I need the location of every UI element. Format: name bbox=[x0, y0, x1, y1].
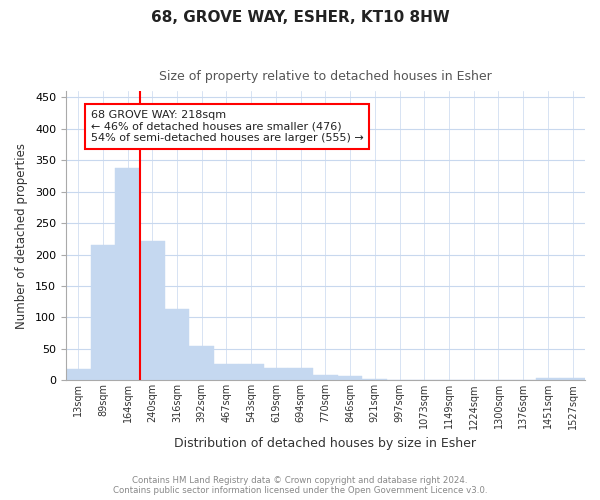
X-axis label: Distribution of detached houses by size in Esher: Distribution of detached houses by size … bbox=[175, 437, 476, 450]
Bar bbox=[289, 368, 313, 380]
Bar bbox=[362, 379, 387, 380]
Bar bbox=[560, 378, 585, 380]
Bar bbox=[313, 375, 338, 380]
Bar bbox=[214, 364, 239, 380]
Bar bbox=[239, 364, 263, 380]
Bar bbox=[66, 369, 91, 380]
Bar bbox=[115, 168, 140, 380]
Bar bbox=[190, 346, 214, 380]
Text: 68 GROVE WAY: 218sqm
← 46% of detached houses are smaller (476)
54% of semi-deta: 68 GROVE WAY: 218sqm ← 46% of detached h… bbox=[91, 110, 363, 143]
Bar bbox=[164, 309, 190, 380]
Title: Size of property relative to detached houses in Esher: Size of property relative to detached ho… bbox=[159, 70, 492, 83]
Bar bbox=[263, 368, 289, 380]
Text: Contains HM Land Registry data © Crown copyright and database right 2024.
Contai: Contains HM Land Registry data © Crown c… bbox=[113, 476, 487, 495]
Bar bbox=[91, 245, 115, 380]
Bar bbox=[338, 376, 362, 380]
Bar bbox=[140, 240, 164, 380]
Bar bbox=[536, 378, 560, 380]
Y-axis label: Number of detached properties: Number of detached properties bbox=[15, 142, 28, 328]
Text: 68, GROVE WAY, ESHER, KT10 8HW: 68, GROVE WAY, ESHER, KT10 8HW bbox=[151, 10, 449, 25]
